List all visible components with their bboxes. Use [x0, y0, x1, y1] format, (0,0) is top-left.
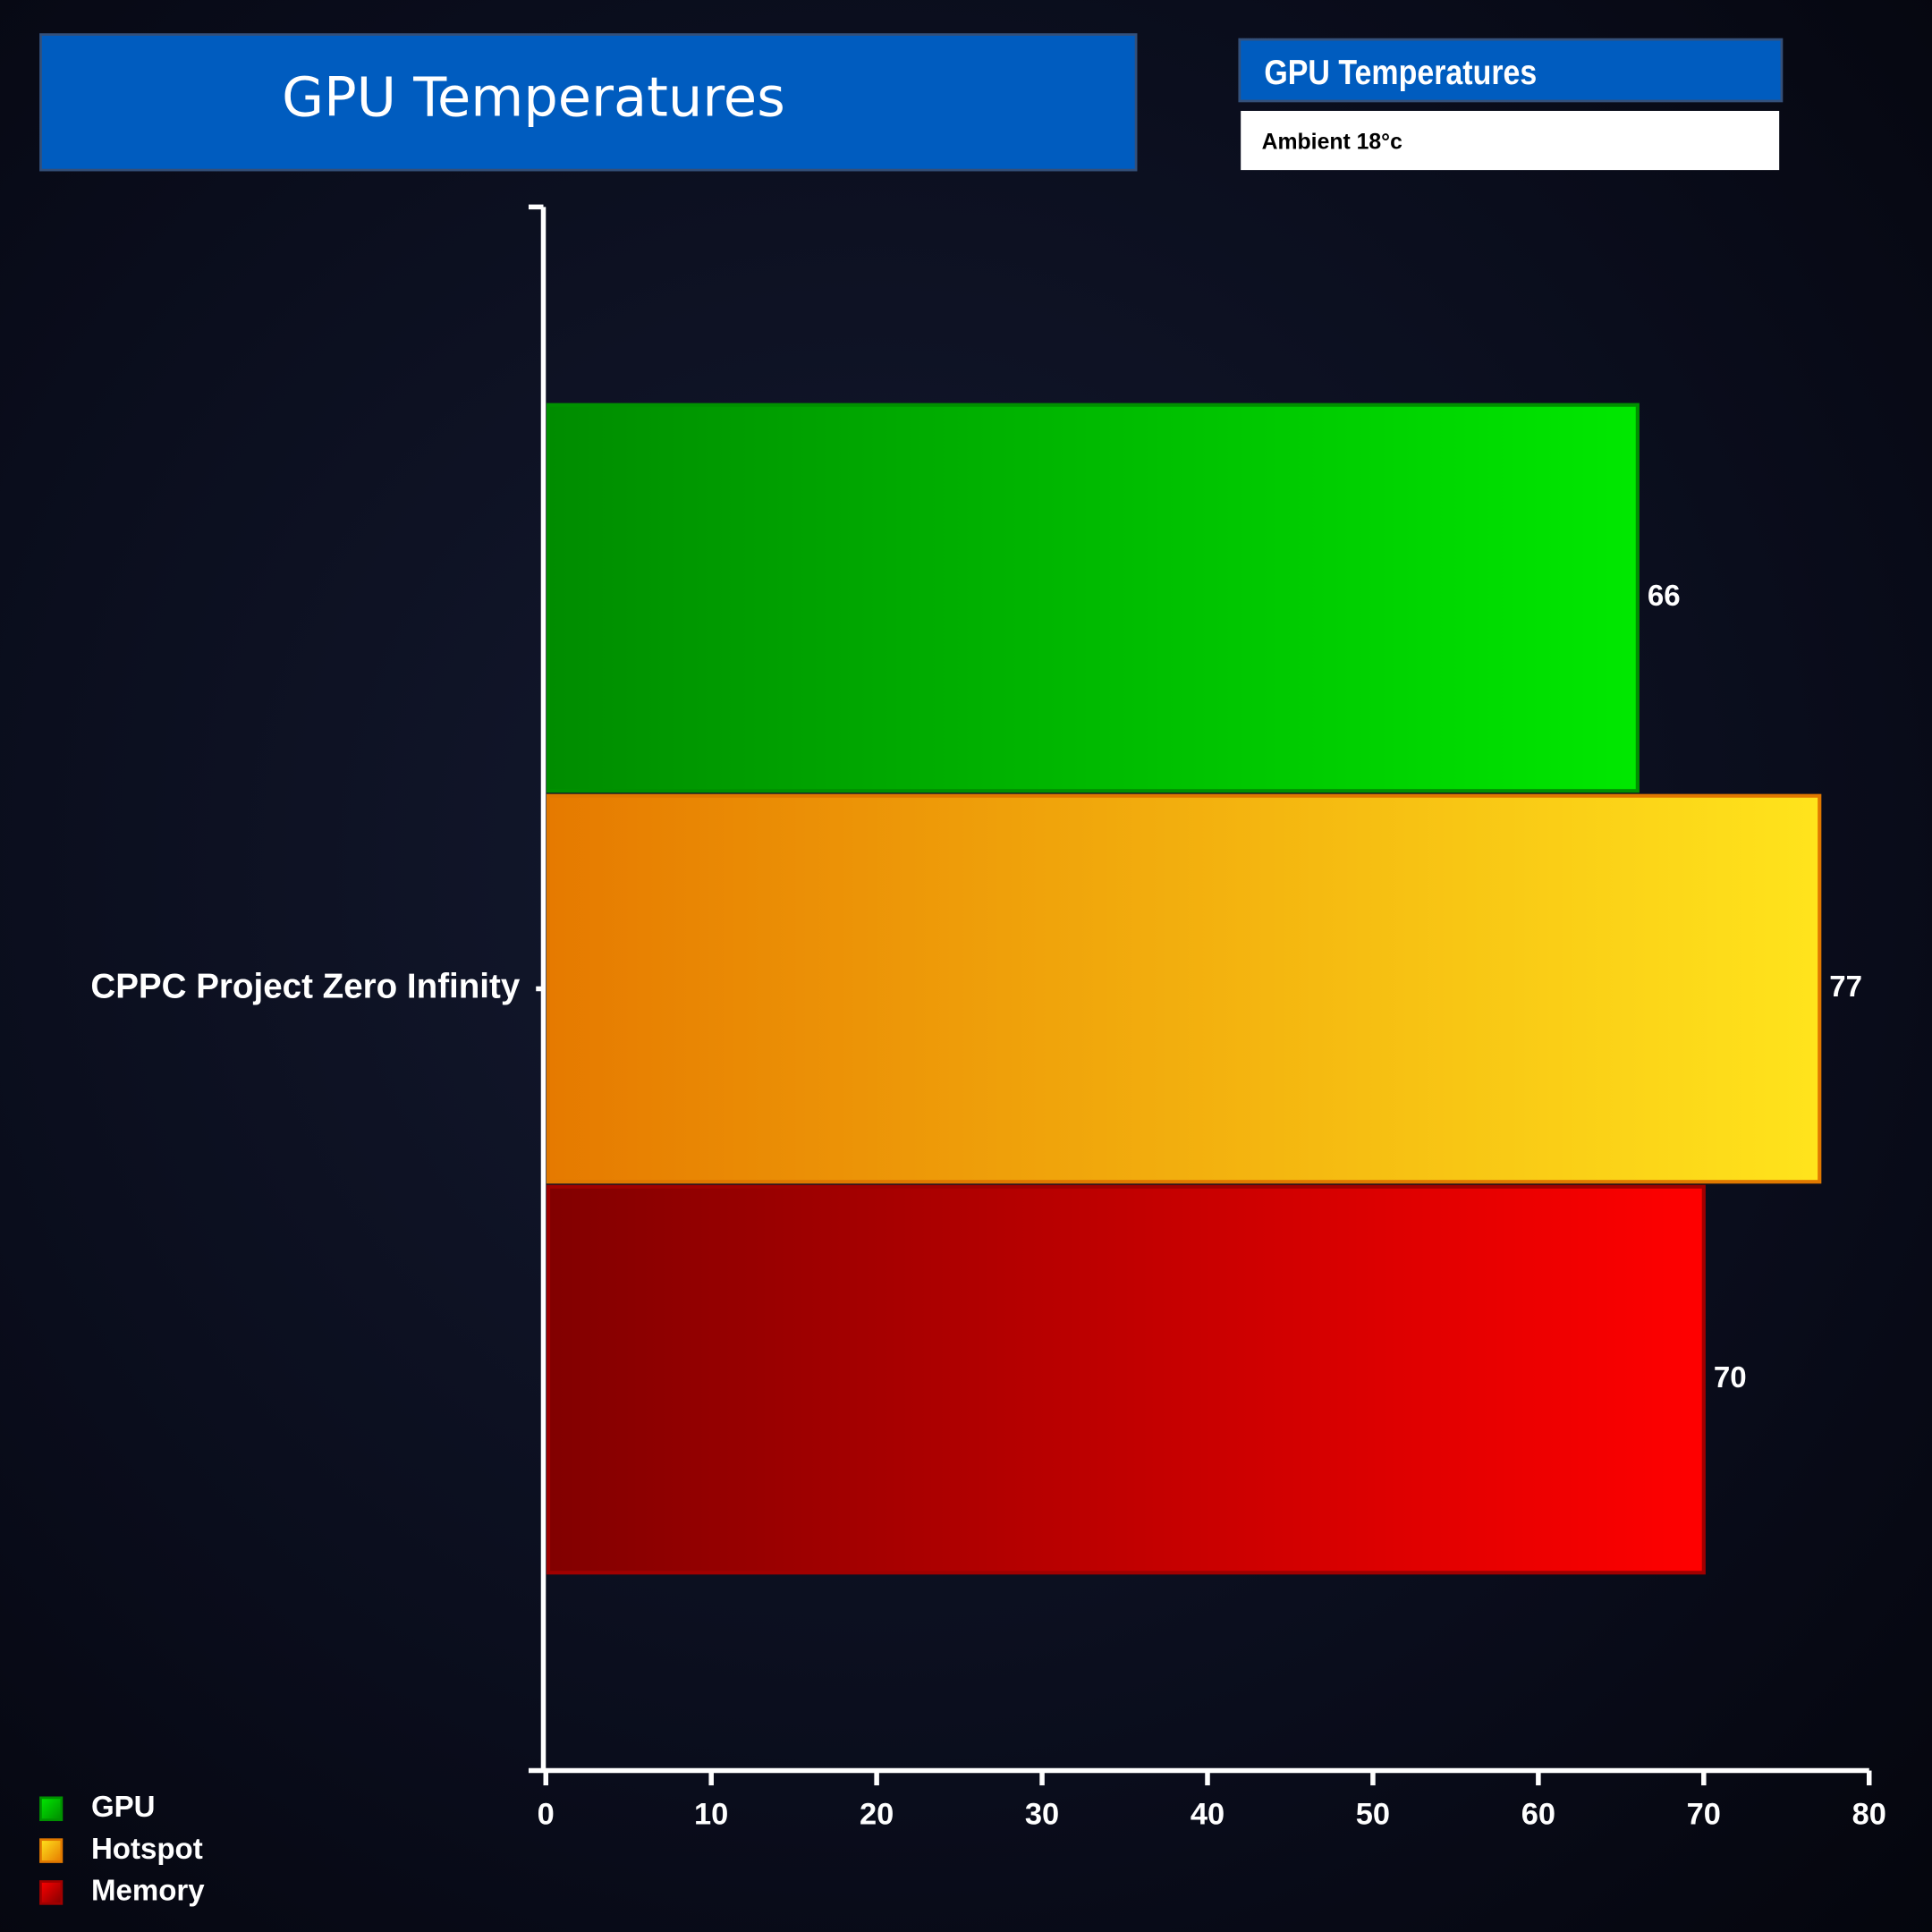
bar: [546, 793, 1822, 1184]
legend-swatch: [39, 1838, 64, 1863]
x-tick-label: 50: [1356, 1798, 1390, 1832]
x-tick-label: 0: [538, 1798, 555, 1832]
subtitle-box: [1238, 38, 1784, 103]
subtitle: GPU Temperatures: [1264, 53, 1537, 92]
bar: [546, 1184, 1706, 1575]
legend-label: Memory: [91, 1875, 205, 1908]
x-tick-label: 30: [1025, 1798, 1059, 1832]
x-tick-label: 40: [1191, 1798, 1224, 1832]
legend-swatch: [39, 1880, 64, 1905]
value-label: 70: [1714, 1361, 1747, 1394]
legend-label: GPU: [91, 1791, 156, 1824]
legend-swatch: [39, 1796, 64, 1822]
note: Ambient 18°c: [1262, 130, 1402, 154]
x-tick-label: 60: [1521, 1798, 1555, 1832]
x-tick-label: 20: [860, 1798, 894, 1832]
title-box: [39, 33, 1138, 172]
x-tick-label: 70: [1687, 1798, 1721, 1832]
note-box: [1241, 110, 1780, 171]
bar: [546, 402, 1640, 793]
value-label: 77: [1829, 970, 1862, 1004]
legend-label: Hotspot: [91, 1833, 203, 1866]
y-tick-label: CPPC Project Zero Infinity: [90, 968, 521, 1006]
x-tick-label: 10: [694, 1798, 728, 1832]
chart-title: GPU Temperatures: [282, 67, 785, 130]
value-label: 66: [1648, 580, 1681, 613]
x-tick-label: 80: [1852, 1798, 1886, 1832]
